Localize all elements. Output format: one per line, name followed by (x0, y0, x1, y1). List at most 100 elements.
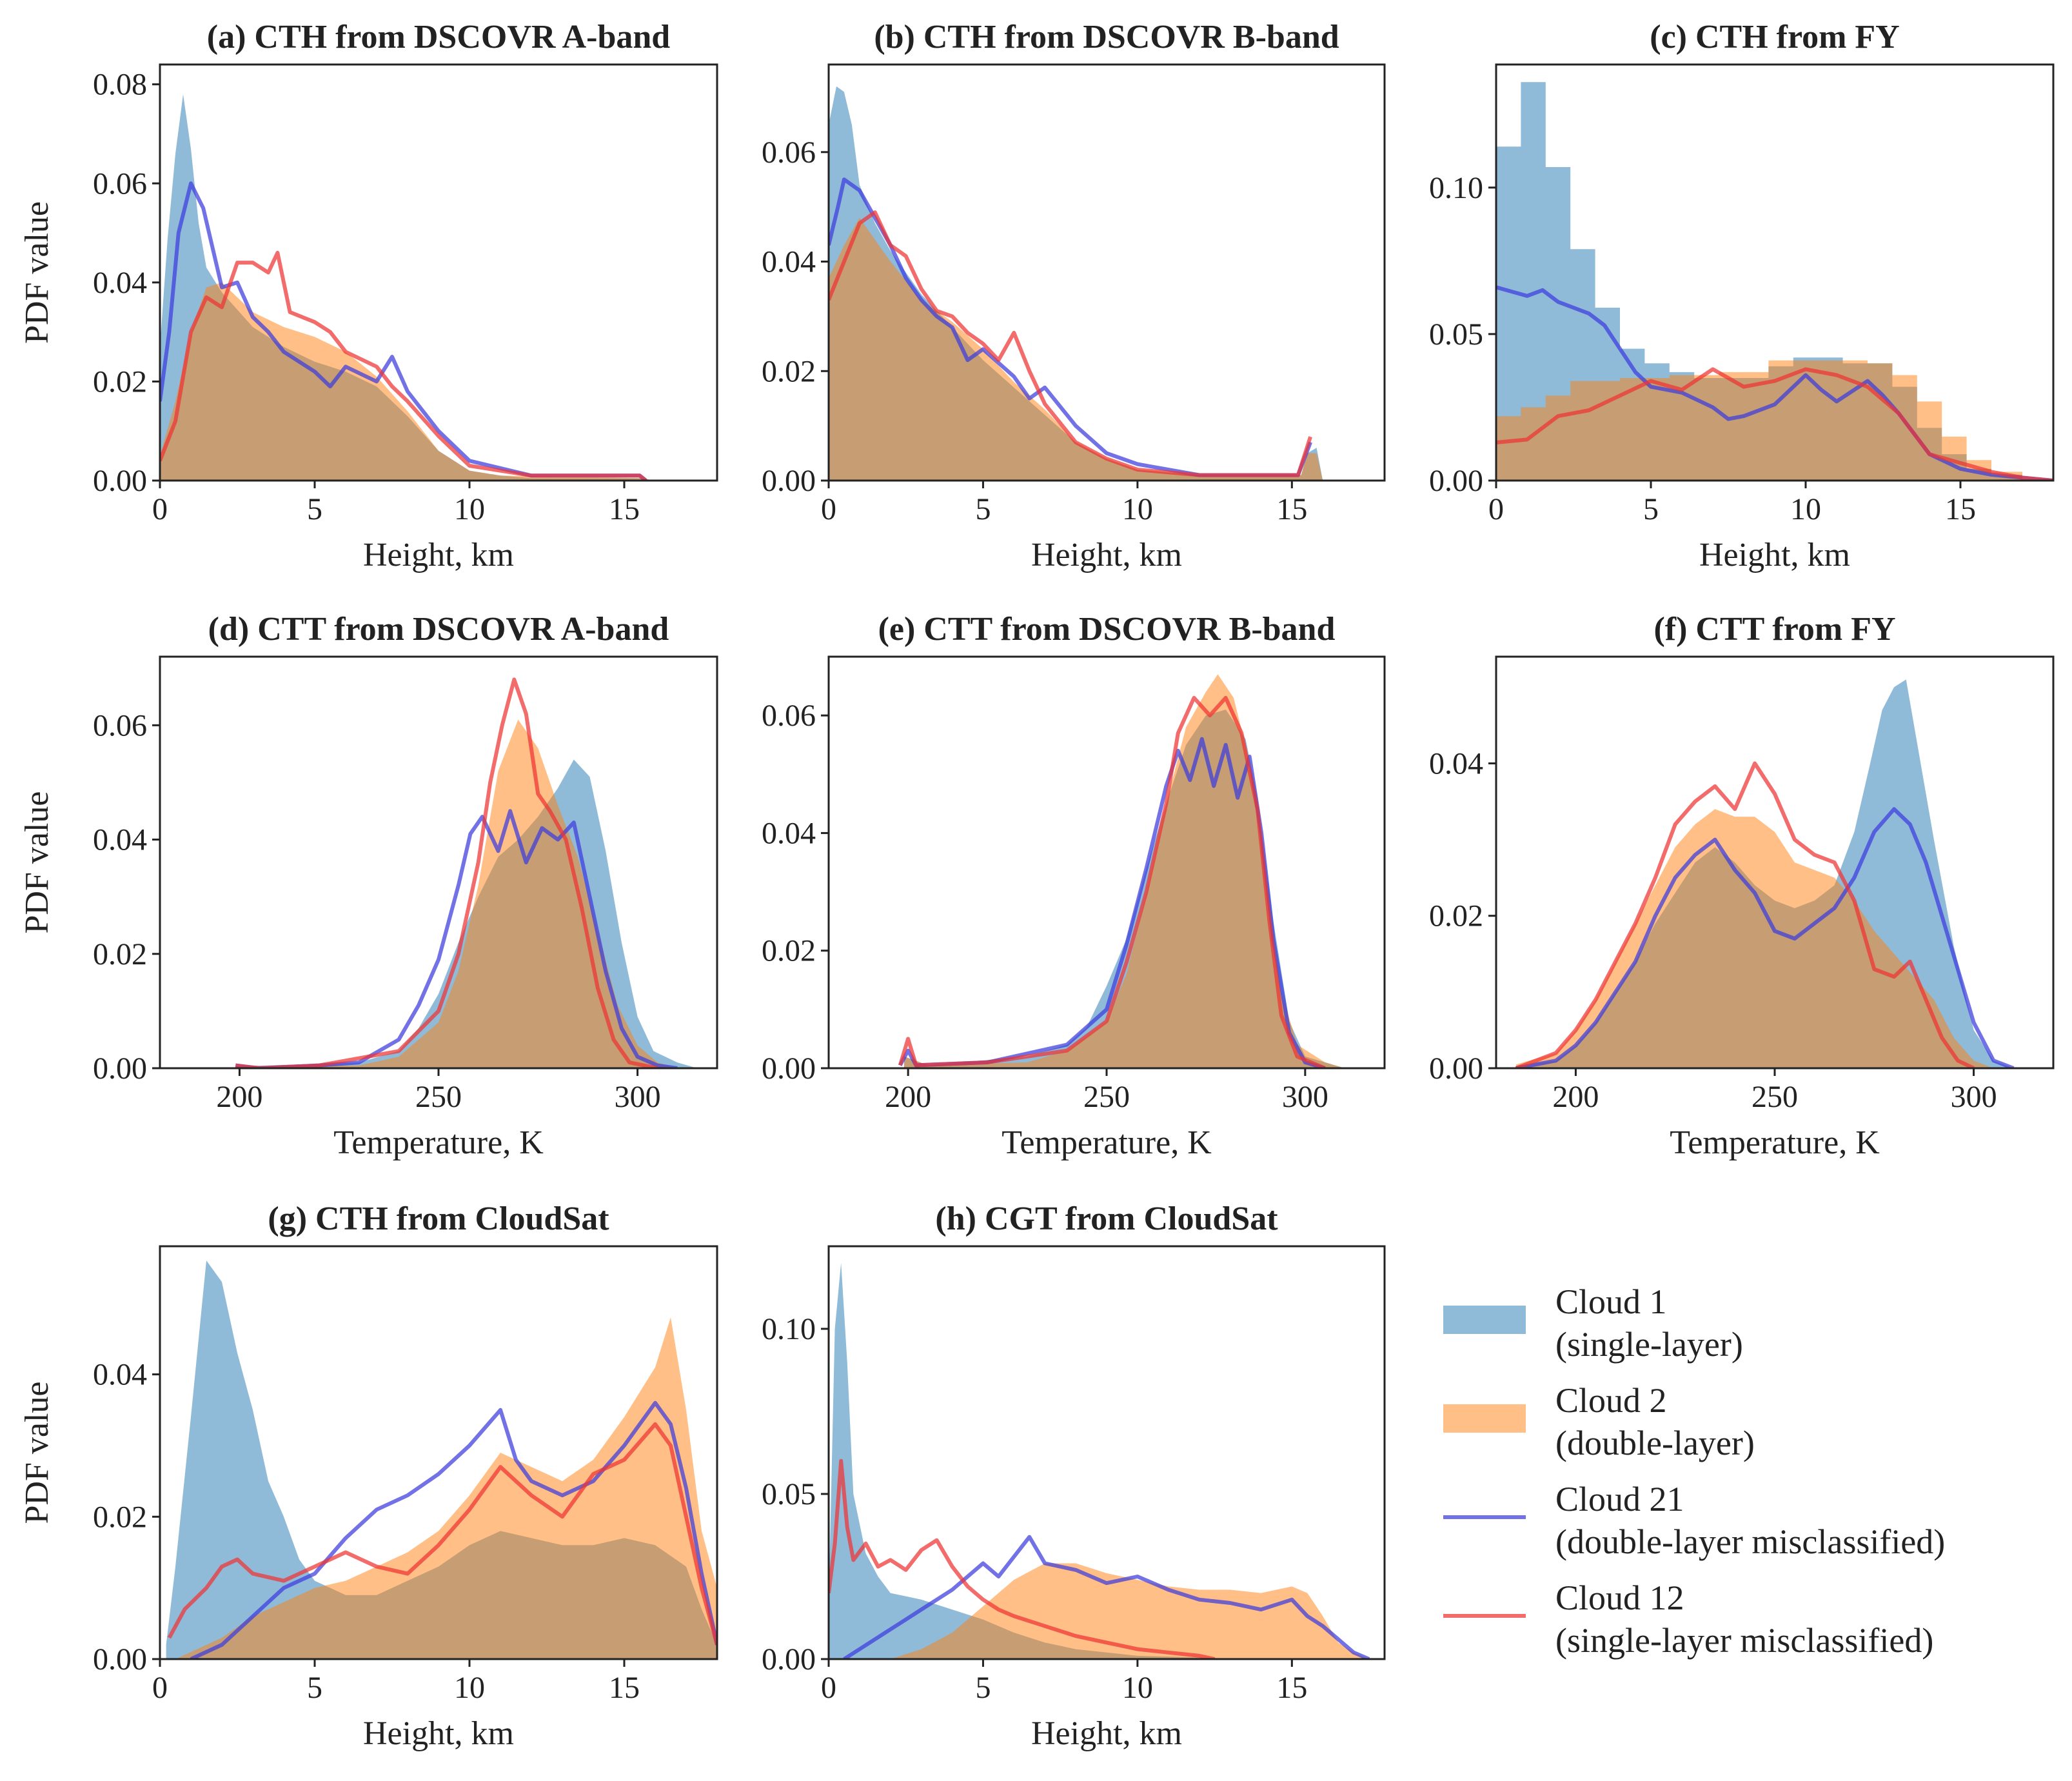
legend-label-line2: (single-layer misclassified) (1555, 1621, 1933, 1660)
y-tick-label: 0.08 (93, 68, 147, 102)
y-tick-label: 0.05 (762, 1477, 816, 1511)
x-tick-label: 15 (609, 492, 640, 526)
x-tick-label: 15 (1276, 492, 1307, 526)
series-cloud2-hist (160, 282, 655, 481)
series-cloud2-hist (890, 1563, 1370, 1659)
y-tick-label: 0.02 (762, 354, 816, 388)
axes-frame (159, 1245, 718, 1660)
x-tick-label: 10 (1122, 1671, 1153, 1705)
series-cloud2-hist (829, 217, 1323, 481)
x-axis-label: Temperature, K (1670, 1124, 1880, 1161)
y-tick-label: 0.00 (93, 1051, 147, 1086)
x-tick-label: 300 (1282, 1080, 1328, 1114)
series-cloud2-hist (904, 674, 1345, 1068)
y-tick-label: 0.04 (1429, 746, 1483, 781)
panel-title: (g) CTH from CloudSat (268, 1200, 609, 1237)
panel-f: 200 250 300 0.00 0.02 0.04 (f) CTT from FY Temp… (1429, 611, 2055, 1161)
panel-e: 200 250 300 0.00 0.02 0.04 0.06 (e) CTT from DS… (762, 611, 1386, 1161)
series-cloud12-line (1515, 761, 1975, 1068)
series-cloud12-line (829, 210, 1312, 477)
legend: Cloud 1 (single-layer) Cloud 2 (double-laye… (1443, 1282, 1945, 1660)
y-tick-label: 0.02 (93, 364, 147, 399)
y-tick-label: 0.06 (762, 699, 816, 733)
legend-label-line2: (double-layer misclassified) (1555, 1522, 1945, 1561)
panel-title: (a) CTH from DSCOVR A-band (207, 19, 671, 55)
x-tick-label: 5 (307, 1671, 322, 1705)
series-cloud21-line (160, 181, 647, 481)
legend-label-line1: Cloud 1 (1555, 1282, 1667, 1321)
y-tick-label: 0.00 (1429, 464, 1483, 498)
y-tick-label: 0.02 (93, 937, 147, 971)
series-cloud21-line (190, 1400, 717, 1659)
x-tick-label: 10 (454, 1671, 485, 1705)
x-tick-label: 200 (1552, 1080, 1599, 1114)
x-axis-label: Temperature, K (333, 1124, 544, 1161)
x-tick-label: 10 (1122, 492, 1153, 526)
legend-label-line1: Cloud 12 (1555, 1578, 1684, 1617)
y-tick-label: 0.06 (93, 166, 147, 201)
plot-area (166, 1260, 717, 1659)
x-tick-label: 0 (1488, 492, 1504, 526)
series-cloud1-hist (829, 1262, 1230, 1659)
series-cloud2-hist (1515, 809, 1994, 1068)
panel-title: (c) CTH from FY (1650, 19, 1900, 55)
x-tick-label: 5 (1643, 492, 1659, 526)
x-tick-label: 15 (609, 1671, 640, 1705)
panel-title: (f) CTT from FY (1653, 611, 1895, 648)
x-axis-label: Temperature, K (1001, 1124, 1212, 1161)
x-tick-label: 300 (615, 1080, 661, 1114)
y-tick-label: 0.02 (1429, 899, 1483, 933)
x-tick-label: 5 (975, 492, 991, 526)
axes-frame (159, 63, 718, 482)
series-cloud12-line (167, 1422, 717, 1646)
legend-swatch (1443, 1404, 1526, 1433)
x-tick-label: 200 (216, 1080, 262, 1114)
x-tick-label: 250 (1083, 1080, 1130, 1114)
panel-title: (b) CTH from DSCOVR B-band (874, 19, 1339, 55)
series-cloud2-hist (235, 719, 678, 1068)
x-tick-label: 0 (821, 492, 836, 526)
plot-area (898, 674, 1345, 1068)
series-cloud12-line (898, 695, 1326, 1068)
y-tick-label: 0.04 (93, 823, 147, 857)
y-tick-label: 0.06 (762, 135, 816, 170)
series-cloud12-line (1496, 367, 2053, 481)
y-tick-label: 0.00 (93, 1642, 147, 1677)
series-cloud2-hist (175, 1317, 717, 1659)
x-tick-label: 15 (1276, 1671, 1307, 1705)
plot-area (160, 94, 655, 481)
axes-frame (827, 63, 1386, 482)
panel-title: (h) CGT from CloudSat (935, 1200, 1278, 1237)
y-tick-label: 0.10 (762, 1312, 816, 1346)
x-tick-label: 5 (975, 1671, 991, 1705)
legend-item-cloud21: Cloud 21 (double-layer misclassified) (1443, 1480, 1945, 1561)
series-cloud12-line (235, 677, 658, 1068)
x-tick-label: 0 (152, 492, 168, 526)
y-tick-label: 0.02 (93, 1500, 147, 1534)
x-axis-label: Height, km (1031, 537, 1182, 573)
y-tick-label: 0.00 (762, 464, 816, 498)
axes-frame (827, 1245, 1386, 1660)
x-tick-label: 300 (1951, 1080, 1997, 1114)
axes-frame (1495, 63, 2055, 482)
legend-item-cloud12: Cloud 12 (single-layer misclassified) (1443, 1578, 1933, 1660)
panel-d: 200 250 300 0.00 0.02 0.04 0.06 (d) CTT from DS… (19, 611, 718, 1161)
y-axis-label: PDF value (19, 791, 55, 934)
y-tick-label: 0.00 (1429, 1051, 1483, 1086)
x-tick-label: 5 (307, 492, 322, 526)
y-tick-label: 0.05 (1429, 317, 1483, 352)
plot-area (235, 677, 698, 1068)
x-tick-label: 250 (415, 1080, 462, 1114)
y-tick-label: 0.06 (93, 708, 147, 742)
plot-area (829, 86, 1323, 481)
x-tick-label: 0 (821, 1671, 836, 1705)
x-tick-label: 200 (885, 1080, 931, 1114)
y-tick-label: 0.04 (762, 816, 816, 850)
legend-label-line2: (double-layer) (1555, 1424, 1755, 1462)
y-tick-label: 0.10 (1429, 171, 1483, 205)
y-tick-label: 0.00 (762, 1051, 816, 1086)
y-axis-label: PDF value (19, 201, 55, 344)
x-axis-label: Height, km (363, 1715, 514, 1752)
legend-label-line2: (single-layer) (1555, 1325, 1743, 1364)
panel-g: 0 5 10 15 0.00 0.02 0.04 (g) CTH from CloudSat H… (19, 1200, 718, 1752)
